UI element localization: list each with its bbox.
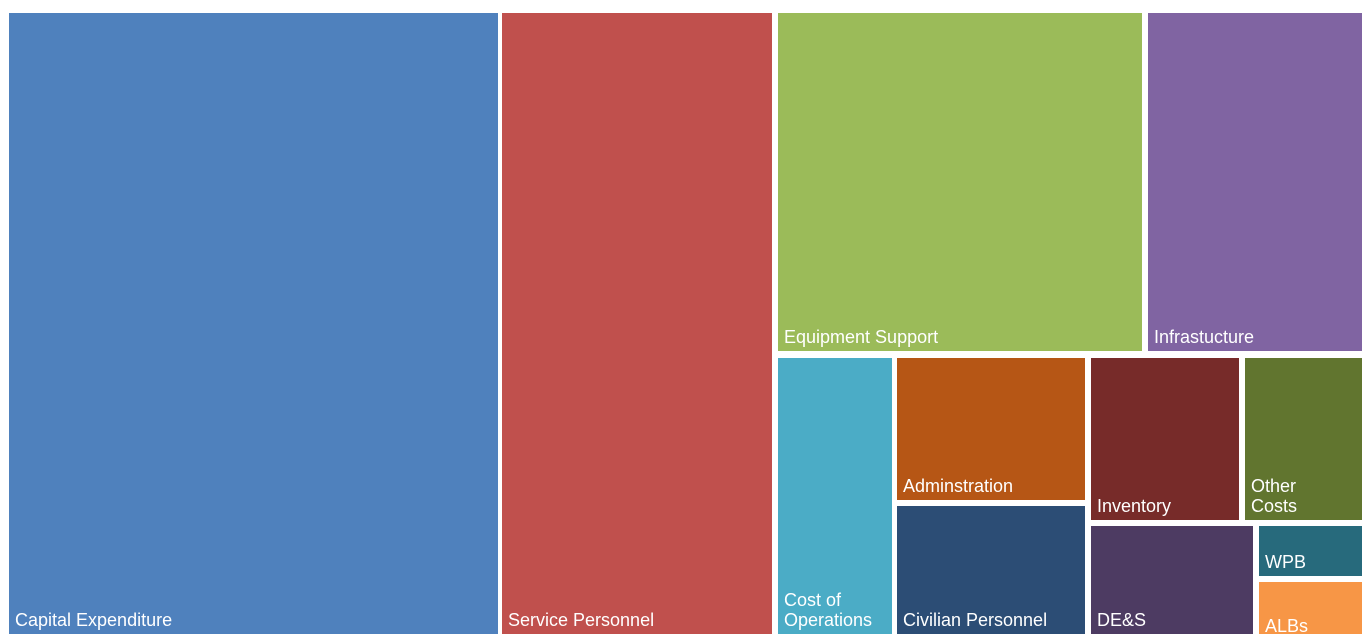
treemap-tile-adminstration: Adminstration — [897, 358, 1085, 500]
treemap-tile-capital-expenditure: Capital Expenditure — [9, 13, 498, 634]
treemap-tile-wpb: WPB — [1259, 526, 1362, 576]
treemap-tile-cost-of-operations: Cost of Operations — [778, 358, 892, 634]
treemap-label-capital-expenditure: Capital Expenditure — [15, 610, 173, 630]
treemap-label-inventory: Inventory — [1097, 496, 1172, 516]
treemap-tile-civilian-personnel: Civilian Personnel — [897, 506, 1085, 634]
treemap-tile-equipment-support: Equipment Support — [778, 13, 1142, 351]
treemap-label-civilian-personnel: Civilian Personnel — [903, 610, 1048, 630]
treemap-label-de-s: DE&S — [1097, 610, 1147, 630]
treemap-tile-infrastucture: Infrastucture — [1148, 13, 1362, 351]
treemap-label-equipment-support: Equipment Support — [784, 327, 939, 347]
treemap-label-cost-of-operations: Cost of Operations — [784, 590, 873, 630]
treemap-label-adminstration: Adminstration — [903, 476, 1014, 496]
treemap-label-wpb: WPB — [1265, 552, 1307, 572]
treemap-label-service-personnel: Service Personnel — [508, 610, 655, 630]
treemap-tile-albs: ALBs — [1259, 582, 1362, 634]
treemap-label-other-costs: Other Costs — [1251, 476, 1298, 516]
treemap-label-albs: ALBs — [1265, 616, 1309, 634]
treemap-tile-other-costs: Other Costs — [1245, 358, 1362, 520]
treemap-tile-service-personnel: Service Personnel — [502, 13, 772, 634]
treemap-tile-de-s: DE&S — [1091, 526, 1253, 634]
treemap-label-infrastucture: Infrastucture — [1154, 327, 1255, 347]
treemap-tile-inventory: Inventory — [1091, 358, 1239, 520]
